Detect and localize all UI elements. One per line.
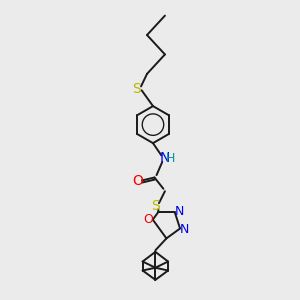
Text: S: S [132, 82, 141, 96]
Text: O: O [143, 213, 153, 226]
Text: N: N [159, 152, 169, 165]
Text: O: O [132, 174, 143, 188]
Text: N: N [174, 205, 184, 218]
Text: S: S [152, 199, 160, 213]
Text: H: H [166, 152, 176, 165]
Text: N: N [179, 223, 189, 236]
